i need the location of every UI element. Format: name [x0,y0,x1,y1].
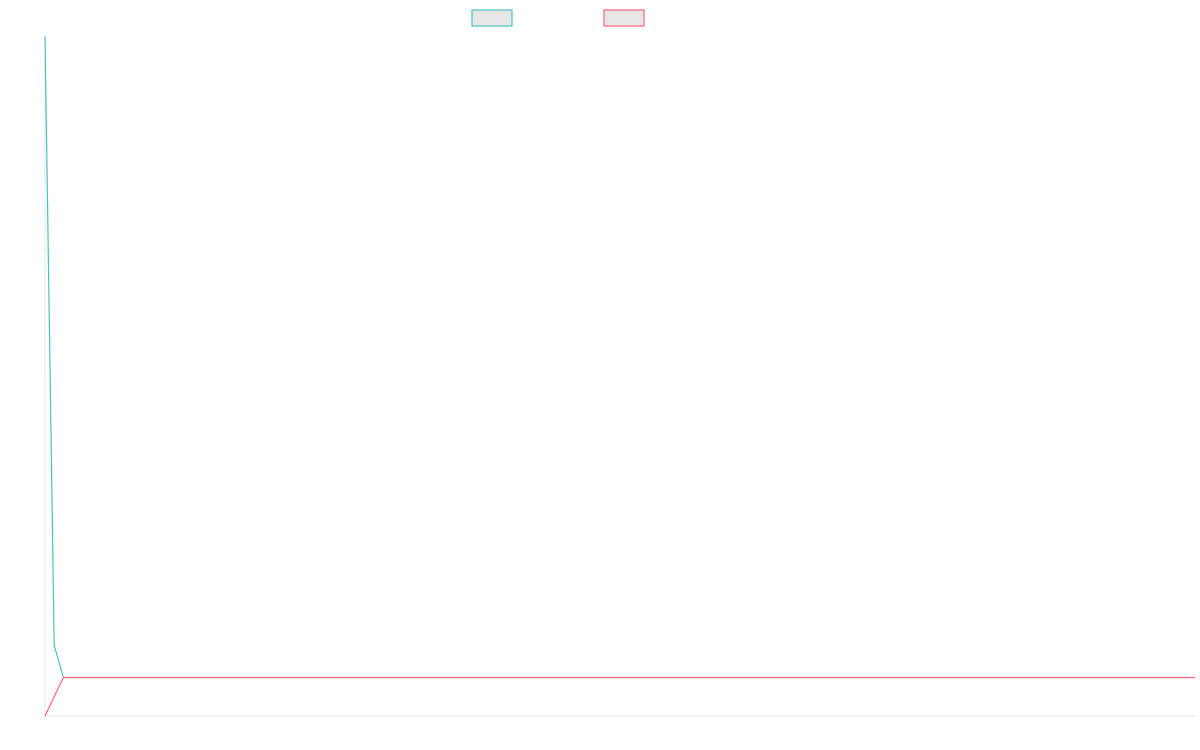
legend [471,9,645,27]
axes [44,36,1195,717]
series-line-2 [44,676,1195,717]
series-line-1 [44,35,1195,679]
series-lines [44,35,1195,717]
legend-swatch-1 [471,9,513,27]
legend-swatch-2 [603,9,645,27]
